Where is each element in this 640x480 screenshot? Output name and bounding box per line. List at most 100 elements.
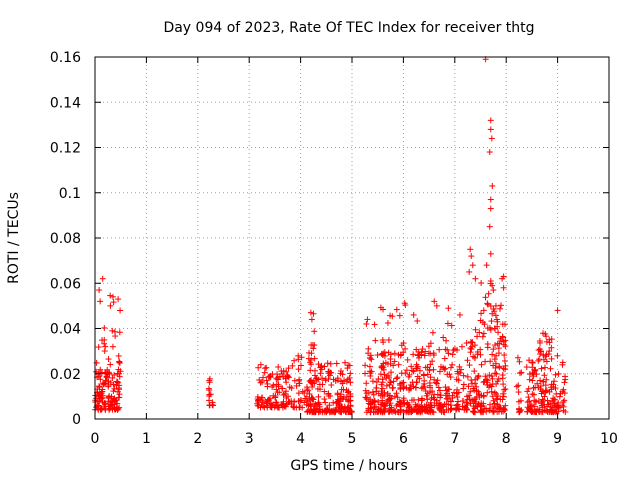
data-point bbox=[444, 320, 451, 327]
axes: 0 1 2 3 4 5 6 7 8 9 10 0 0.02 0.04 0.06 0.08 0.1 0.12 0.14… bbox=[50, 50, 618, 447]
y-tick-label: 0.1 bbox=[59, 186, 81, 202]
data-point bbox=[436, 346, 443, 353]
data-point bbox=[315, 361, 322, 368]
data-point bbox=[101, 336, 108, 343]
data-point bbox=[116, 394, 123, 401]
data-point bbox=[499, 375, 506, 382]
data-point bbox=[311, 328, 318, 335]
data-point bbox=[487, 250, 494, 257]
data-point bbox=[484, 301, 491, 308]
data-point bbox=[281, 390, 288, 397]
data-point bbox=[275, 381, 282, 388]
data-point bbox=[403, 384, 410, 391]
data-point bbox=[423, 401, 430, 408]
data-point bbox=[109, 327, 116, 334]
data-point bbox=[310, 310, 317, 317]
data-point bbox=[344, 365, 351, 372]
data-point bbox=[466, 268, 473, 275]
data-point bbox=[262, 365, 269, 372]
data-point bbox=[389, 313, 396, 320]
data-point bbox=[113, 382, 120, 389]
data-point bbox=[298, 397, 305, 404]
data-point bbox=[264, 398, 271, 405]
data-point bbox=[427, 389, 434, 396]
data-point bbox=[489, 351, 496, 358]
data-point bbox=[477, 346, 484, 353]
x-tick-label: 3 bbox=[245, 431, 254, 447]
data-point bbox=[524, 399, 531, 406]
data-point bbox=[383, 382, 390, 389]
data-point bbox=[560, 386, 567, 393]
data-point bbox=[394, 394, 401, 401]
data-point bbox=[111, 371, 118, 378]
data-point bbox=[307, 403, 314, 410]
data-point bbox=[471, 398, 478, 405]
data-point bbox=[494, 340, 501, 347]
data-point bbox=[487, 196, 494, 203]
data-point bbox=[541, 372, 548, 379]
data-point bbox=[280, 391, 287, 398]
data-point bbox=[313, 375, 320, 382]
data-point bbox=[264, 404, 271, 411]
data-point bbox=[335, 396, 342, 403]
data-point bbox=[99, 275, 106, 282]
data-point bbox=[475, 388, 482, 395]
data-point bbox=[303, 384, 310, 391]
data-point bbox=[463, 406, 470, 413]
data-point bbox=[111, 328, 118, 335]
data-point bbox=[526, 357, 533, 364]
data-point bbox=[102, 343, 109, 350]
data-point bbox=[469, 262, 476, 269]
data-point bbox=[295, 398, 302, 405]
data-point bbox=[279, 385, 286, 392]
data-point bbox=[540, 378, 547, 385]
data-point bbox=[377, 371, 384, 378]
data-point bbox=[465, 383, 472, 390]
data-point bbox=[365, 398, 372, 405]
data-point bbox=[409, 367, 416, 374]
data-point bbox=[273, 399, 280, 406]
x-tick-label: 7 bbox=[450, 431, 459, 447]
data-point bbox=[311, 372, 318, 379]
data-point bbox=[561, 379, 568, 386]
data-point bbox=[442, 365, 449, 372]
x-tick-label: 9 bbox=[553, 431, 562, 447]
data-point bbox=[464, 357, 471, 364]
data-point bbox=[384, 319, 391, 326]
data-point bbox=[474, 333, 481, 340]
data-point bbox=[338, 405, 345, 412]
data-point bbox=[307, 309, 314, 316]
data-point bbox=[518, 369, 525, 376]
data-point bbox=[405, 401, 412, 408]
data-point bbox=[398, 399, 405, 406]
data-point bbox=[107, 302, 114, 309]
data-point bbox=[492, 360, 499, 367]
data-point bbox=[431, 376, 438, 383]
data-point bbox=[290, 403, 297, 410]
data-point bbox=[448, 398, 455, 405]
data-point bbox=[550, 381, 557, 388]
data-point bbox=[368, 405, 375, 412]
data-point bbox=[524, 408, 531, 415]
data-point bbox=[439, 403, 446, 410]
data-point bbox=[532, 366, 539, 373]
data-point bbox=[467, 345, 474, 352]
data-point bbox=[516, 370, 523, 377]
data-point bbox=[115, 296, 122, 303]
data-point bbox=[391, 393, 398, 400]
data-point bbox=[423, 392, 430, 399]
data-point bbox=[319, 381, 326, 388]
x-tick-label: 4 bbox=[296, 431, 305, 447]
data-point bbox=[291, 404, 298, 411]
data-point bbox=[405, 373, 412, 380]
data-point bbox=[429, 329, 436, 336]
data-point bbox=[276, 389, 283, 396]
data-point bbox=[454, 394, 461, 401]
data-point bbox=[312, 407, 319, 414]
data-point bbox=[466, 362, 473, 369]
data-point bbox=[369, 388, 376, 395]
data-point bbox=[403, 407, 410, 414]
data-point bbox=[488, 383, 495, 390]
data-point bbox=[530, 373, 537, 380]
data-point bbox=[104, 366, 111, 373]
